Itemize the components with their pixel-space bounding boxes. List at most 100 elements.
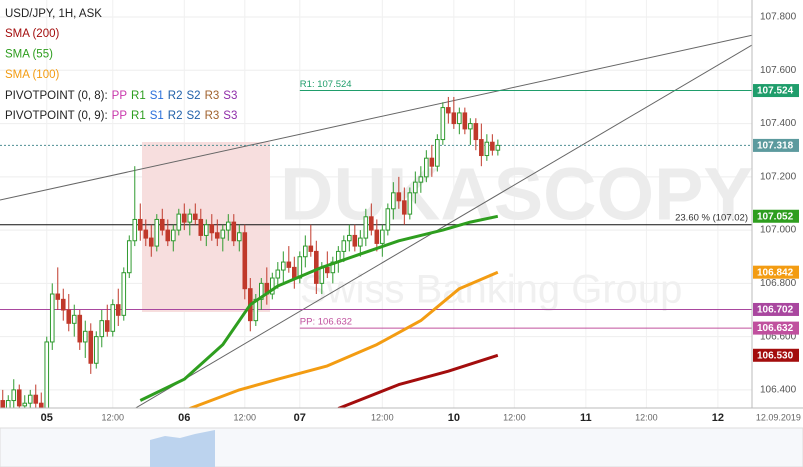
y-tick-label: 107.000 <box>760 225 797 236</box>
price-tag <box>753 321 799 335</box>
plot <box>0 34 752 408</box>
candle-body <box>440 107 446 141</box>
candle-body <box>484 141 490 157</box>
pivot-legend: PIVOTPOINT (0, 9): PP R1 S1 R2 S2 R3 S3 <box>5 110 237 122</box>
pivot-legend-name: PIVOTPOINT (0, 9): <box>5 110 108 122</box>
candle-body <box>170 229 176 242</box>
x-tick-label: 07 <box>294 412 306 424</box>
candle-body <box>143 229 149 239</box>
navigator-window <box>150 430 215 467</box>
pivot-legend: PIVOTPOINT (0, 8): PP R1 S1 R2 S2 R3 S3 <box>5 90 237 102</box>
candle-body <box>352 234 358 247</box>
candle-body <box>391 192 396 210</box>
candle-body <box>71 314 77 324</box>
candle-body <box>286 261 292 268</box>
candle-body <box>418 176 424 183</box>
candle-body <box>27 394 33 404</box>
candle-body <box>121 272 127 316</box>
y-tick-label: 106.400 <box>760 385 797 396</box>
candle-body <box>495 144 501 151</box>
candle-body <box>93 336 99 364</box>
legend-entry: SMA (100) <box>5 69 59 81</box>
candle-body <box>308 245 314 252</box>
pivot-label: R1: 107.524 <box>300 79 352 90</box>
candle-body <box>55 293 61 300</box>
pivot-legend-part: R3 <box>205 110 220 122</box>
pivot-legend-part: R1 <box>131 110 146 122</box>
price-tag-label: 106.842 <box>757 267 794 278</box>
candle-body <box>446 107 451 114</box>
candle-body <box>231 221 237 242</box>
candle-body <box>104 320 110 332</box>
candle-body <box>451 112 457 125</box>
candle-body <box>413 181 418 194</box>
candle-body <box>16 389 22 407</box>
y-tick-label: 106.600 <box>760 331 797 342</box>
candle-body <box>369 216 374 231</box>
candle-body <box>192 213 198 220</box>
candle-body <box>5 400 11 408</box>
pivot-legend-part: S2 <box>187 90 201 102</box>
candle-body <box>292 266 297 279</box>
candle-body <box>187 213 193 223</box>
candle-body <box>385 208 391 231</box>
x-tick-label: 12 <box>712 412 724 424</box>
candle-body <box>462 112 468 130</box>
candle-body <box>402 200 407 215</box>
candle-body <box>380 229 385 244</box>
candle-body <box>424 157 429 178</box>
candle-body <box>457 112 462 125</box>
trendline <box>0 34 752 201</box>
candle-body <box>303 245 308 258</box>
pivot-legend-part: S1 <box>150 110 164 122</box>
y-tick-label: 107.200 <box>760 171 797 182</box>
pivot-legend-part: S3 <box>223 110 237 122</box>
price-tag-label: 106.530 <box>757 350 794 361</box>
price-tag <box>753 265 799 279</box>
pivot-legend-name: PIVOTPOINT (0, 8): <box>5 90 108 102</box>
pivot-legend-part: S3 <box>223 90 237 102</box>
y-tick-label: 107.600 <box>760 65 797 76</box>
candle-body <box>214 232 220 239</box>
price-tag <box>753 209 799 223</box>
chart-title: USD/JPY, 1H, ASK <box>5 8 102 20</box>
price-tag-label: 106.702 <box>757 305 794 316</box>
x-tick-label: 12:00 <box>503 412 526 422</box>
candle-body <box>137 218 143 231</box>
price-tag-label: 106.632 <box>757 323 794 334</box>
legend: SMA (200) SMA (55) SMA (100) PIVOTPOINT (0,… <box>5 28 237 122</box>
x-tick-label: 06 <box>178 412 190 424</box>
candle-body <box>148 237 154 247</box>
pivot-legend-part: R1 <box>131 90 146 102</box>
watermark: DUKASCOPY <box>280 153 753 236</box>
price-tag <box>753 138 799 152</box>
candle-body <box>236 232 242 242</box>
candle-body <box>358 237 363 247</box>
pivot-legend-part: R2 <box>168 90 183 102</box>
candle-body <box>259 282 264 300</box>
candle-body <box>468 123 473 130</box>
candle-body <box>407 192 413 215</box>
pivot-legend-part: PP <box>112 90 128 102</box>
candle-body <box>203 224 209 236</box>
candle-body <box>363 216 369 239</box>
trendline <box>134 44 752 408</box>
price-tag <box>753 302 799 316</box>
x-tick-label: 12:00 <box>102 412 125 422</box>
pivot-legend-part: R2 <box>168 110 183 122</box>
candle-body <box>325 266 330 274</box>
pivot-label: PP: 106.632 <box>300 317 352 328</box>
candle-body <box>33 394 39 404</box>
candle-body <box>110 304 116 332</box>
x-tick-label: 12.09.2019 <box>756 412 801 422</box>
candle-body <box>126 240 132 274</box>
pivot-legend-part: S2 <box>187 110 201 122</box>
candle-body <box>38 402 44 408</box>
candle-body <box>479 139 484 157</box>
price-tag <box>753 84 799 98</box>
sma-line <box>139 214 499 402</box>
x-tick-label: 05 <box>41 412 53 424</box>
candle-body <box>66 309 72 324</box>
price-tag-label: 107.052 <box>757 211 794 222</box>
candle-body <box>165 229 171 242</box>
